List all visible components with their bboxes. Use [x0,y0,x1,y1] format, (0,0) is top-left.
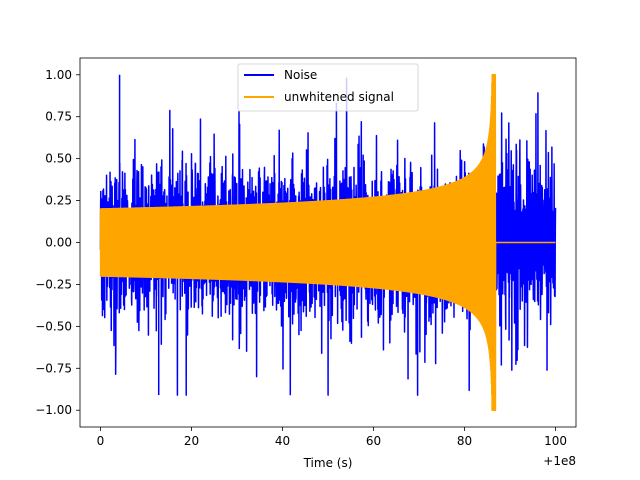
x-tick-label: 0 [97,434,105,448]
x-tick-label: 20 [184,434,199,448]
x-axis-label: Time (s) [303,456,353,470]
x-axis: 0 20 40 60 80 100 [97,427,567,448]
y-tick-label: 0.75 [45,110,72,124]
x-tick-label: 80 [457,434,472,448]
y-tick-label: −0.75 [35,361,72,375]
legend: Noise unwhitened signal [237,63,419,112]
legend-box [237,63,419,112]
x-axis-offset-label: +1e8 [543,454,576,468]
y-tick-label: −1.00 [35,403,72,417]
x-tick-label: 60 [366,434,381,448]
y-tick-label: 1.00 [45,68,72,82]
series-unwhitened-signal [99,74,557,411]
y-axis: −1.00 −0.75 −0.50 −0.25 0.00 0.25 0.50 0.75 1.00 [35,68,80,417]
y-tick-label: 0.50 [45,152,72,166]
y-tick-label: 0.25 [45,194,72,208]
y-tick-label: 0.00 [45,236,72,250]
series-layer [99,74,557,411]
x-tick-label: 40 [275,434,290,448]
legend-label-unwhitened-signal: unwhitened signal [284,90,394,104]
y-tick-label: −0.25 [35,277,72,291]
legend-label-noise: Noise [284,68,317,82]
y-tick-label: −0.50 [35,319,72,333]
x-tick-label: 100 [544,434,567,448]
